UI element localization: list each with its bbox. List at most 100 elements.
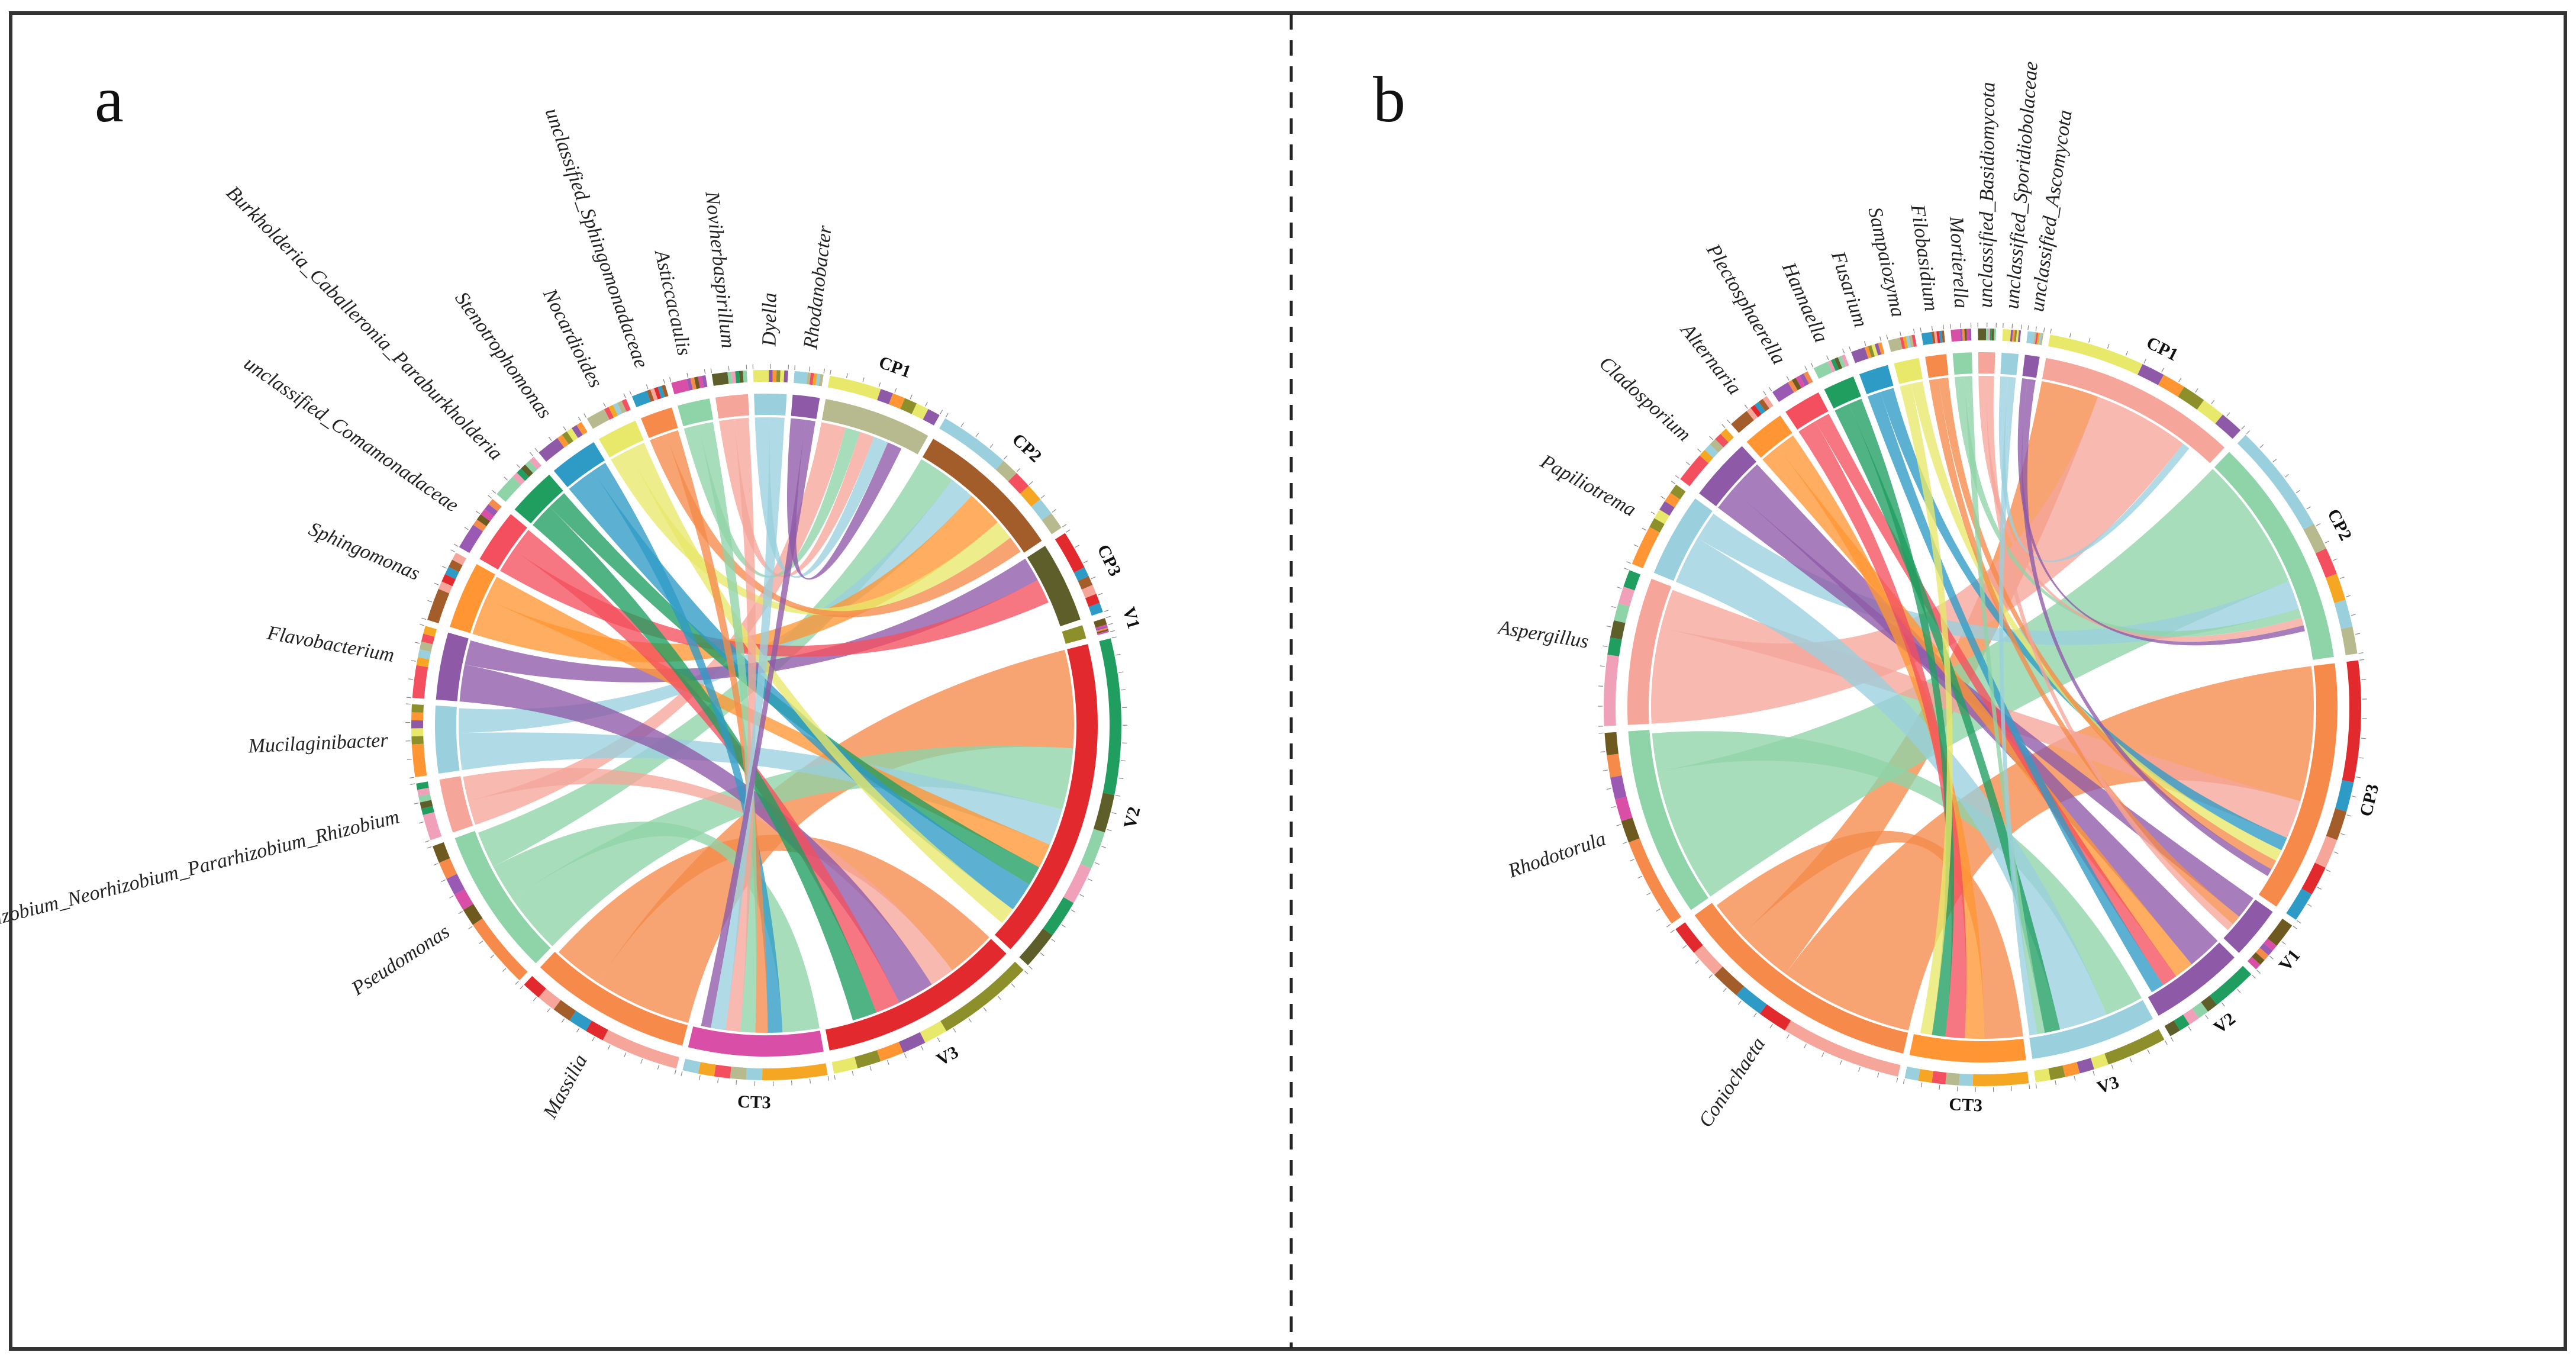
tick-papiliotrema-0 [1626,561,1632,564]
label-coniochaeta: Coniochaeta [1695,1033,1770,1131]
arc-unclassified-ascomycota [2022,355,2040,378]
label-v2: V2 [2210,1009,2239,1038]
ring-segment-unclassified-comamonadaceae-4 [484,504,498,517]
arc-mucilaginibacter [435,706,460,774]
tick-v2-17 [1061,924,1066,928]
ring-segment-mortierella-3 [1964,329,1968,341]
arc-noviherbaspirillum [715,394,749,419]
ring-segment-asticcacaulis-2 [690,377,697,390]
sector-cp1: CP1 [821,352,943,455]
arc-plectosphaerella [1785,392,1829,430]
tick-rhodotorula-6 [1616,824,1621,826]
ring-segment-pseudomonas-5 [432,842,450,863]
tick-cp2-4 [1003,455,1007,460]
ring-segment-cp2-3 [1020,485,1041,507]
ring-segment-noviherbaspirillum-3 [735,371,740,384]
arc-rhodotorula [1628,730,1708,910]
ring-segment-plectosphaerella-4 [1799,373,1810,387]
tick-cp2-1 [2259,444,2264,448]
tick-cp2-3 [2284,474,2289,478]
label-allorhizobium-neorhizobium-pararhizobium-rhizobium: Allorhizobium_Neorhizobium_Pararhizobium… [0,806,401,942]
tick-pseudomonas-0 [515,981,519,985]
ring-segment-v2-2 [1080,829,1105,869]
label-hannaella: Hannaella [1778,259,1832,346]
label-stenotrophomonas: Stenotrophomonas [450,288,556,423]
ring-segment-noviherbaspirillum-2 [731,371,736,384]
tick-v1-1 [1108,623,1113,626]
ring-segment-stenotrophomonas-3 [566,428,578,442]
ring-segment-plectosphaerella-1 [1788,380,1798,393]
ring-segment-cp3-3 [2314,836,2338,868]
sector-cp3: CP3 [2258,659,2382,924]
chord-massilia-to-v3 [558,835,989,983]
tick-massilia-5 [592,1036,595,1042]
chord-massilia-to-v2 [598,649,1074,1023]
ring-segment-coniochaeta-2 [1736,986,1767,1014]
ring-segment-v1-2 [1095,626,1108,631]
tick-ct3-7 [699,1075,701,1080]
tick-v3-7 [921,1045,924,1051]
chord-asticcacaulis-to-ct3 [698,421,757,1033]
ring-segment-cp2-2 [2315,548,2337,578]
tick-v3-2 [997,996,1001,1000]
label-nocardioides: Nocardioides [539,285,607,391]
arc-fusarium [1859,365,1894,394]
tick-sphingomonas-1 [427,600,433,603]
ring-segment-mortierella-0 [1950,329,1961,342]
tick-cladosporium-0 [1675,475,1679,479]
tick-massilia-0 [674,1070,676,1075]
ring-segment-burkholderia-caballeronia-paraburkholderia-1 [512,472,525,485]
ring-segment-v3-3 [2062,1062,2080,1077]
ring-segment-unclassified-sphingomonadaceae-2 [650,388,658,401]
tick-papiliotrema-3 [1650,511,1656,515]
ring-segment-cp1-1 [877,389,893,405]
tick-v2-3 [2205,1015,2209,1019]
tick-pseudomonas-1 [502,968,507,972]
arc-ct3 [688,1026,824,1057]
tick-cp2-7 [2324,540,2330,543]
ring-segment-cp1-3 [900,398,917,414]
ring-segment-plectosphaerella-5 [1803,371,1813,384]
tick-sphingomonas-2 [434,582,439,585]
ring-segment-v3-3 [876,1042,904,1062]
label-ct3: CT3 [737,1092,772,1113]
arc-v1 [1062,625,1087,644]
arc-ct3 [1909,1033,2026,1062]
ring-segment-filobasidium-3 [1936,331,1940,343]
tick-pseudomonas-2 [490,954,495,958]
chord-dyella-to-cp1 [755,417,888,578]
tick-pseudomonas-9 [427,846,432,849]
tick-v3-12 [834,1074,836,1080]
ring-segment-filobasidium-0 [1921,331,1933,346]
ring-segment-unclassified-sphingomonadaceae-5 [661,384,669,397]
ring-segment-sampaiozyma-0 [1888,337,1903,352]
label-sampaiozyma: Sampaiozyma [1864,205,1909,319]
ring-segment-alternaria-1 [1746,407,1758,420]
tick-v3-4 [2093,1071,2095,1076]
tick-v2-2 [2221,1002,2225,1007]
ring-segment-cp2-0 [939,418,1004,470]
tick-cp1-8 [2195,388,2198,393]
tick-v3-4 [968,1018,972,1023]
tick-coniochaeta-13 [1682,945,1687,949]
sector-rhodanobacter: Rhodanobacter [791,224,836,419]
ring-segment-v3-4 [855,1050,881,1068]
tick-cp1-6 [925,401,928,407]
ring-segment-v2-0 [2209,965,2252,1005]
ring-segment-cp2-0 [2237,434,2314,530]
tick-unclassified-ascomycota-0 [2027,325,2029,330]
ring-segment-massilia-1 [585,1020,608,1041]
arc-cladosporium [1699,446,1756,507]
tick-rhodotorula-7 [1611,806,1616,809]
arc-unclassified-sphingomonadaceae [641,407,678,438]
tick-coniochaeta-7 [1769,1023,1773,1029]
tick-papiliotrema-2 [1642,527,1647,531]
tick-v3-5 [2074,1076,2076,1081]
ring-segment-v2-1 [1093,793,1115,833]
tick-cp1-4 [2125,350,2129,356]
ring-segment-flavobacterium-4 [421,633,435,645]
tick-cladosporium-2 [1697,448,1701,453]
tick-flavobacterium-1 [408,678,414,680]
tick-unclassified-sporidiobolaceae-1 [2011,323,2013,329]
